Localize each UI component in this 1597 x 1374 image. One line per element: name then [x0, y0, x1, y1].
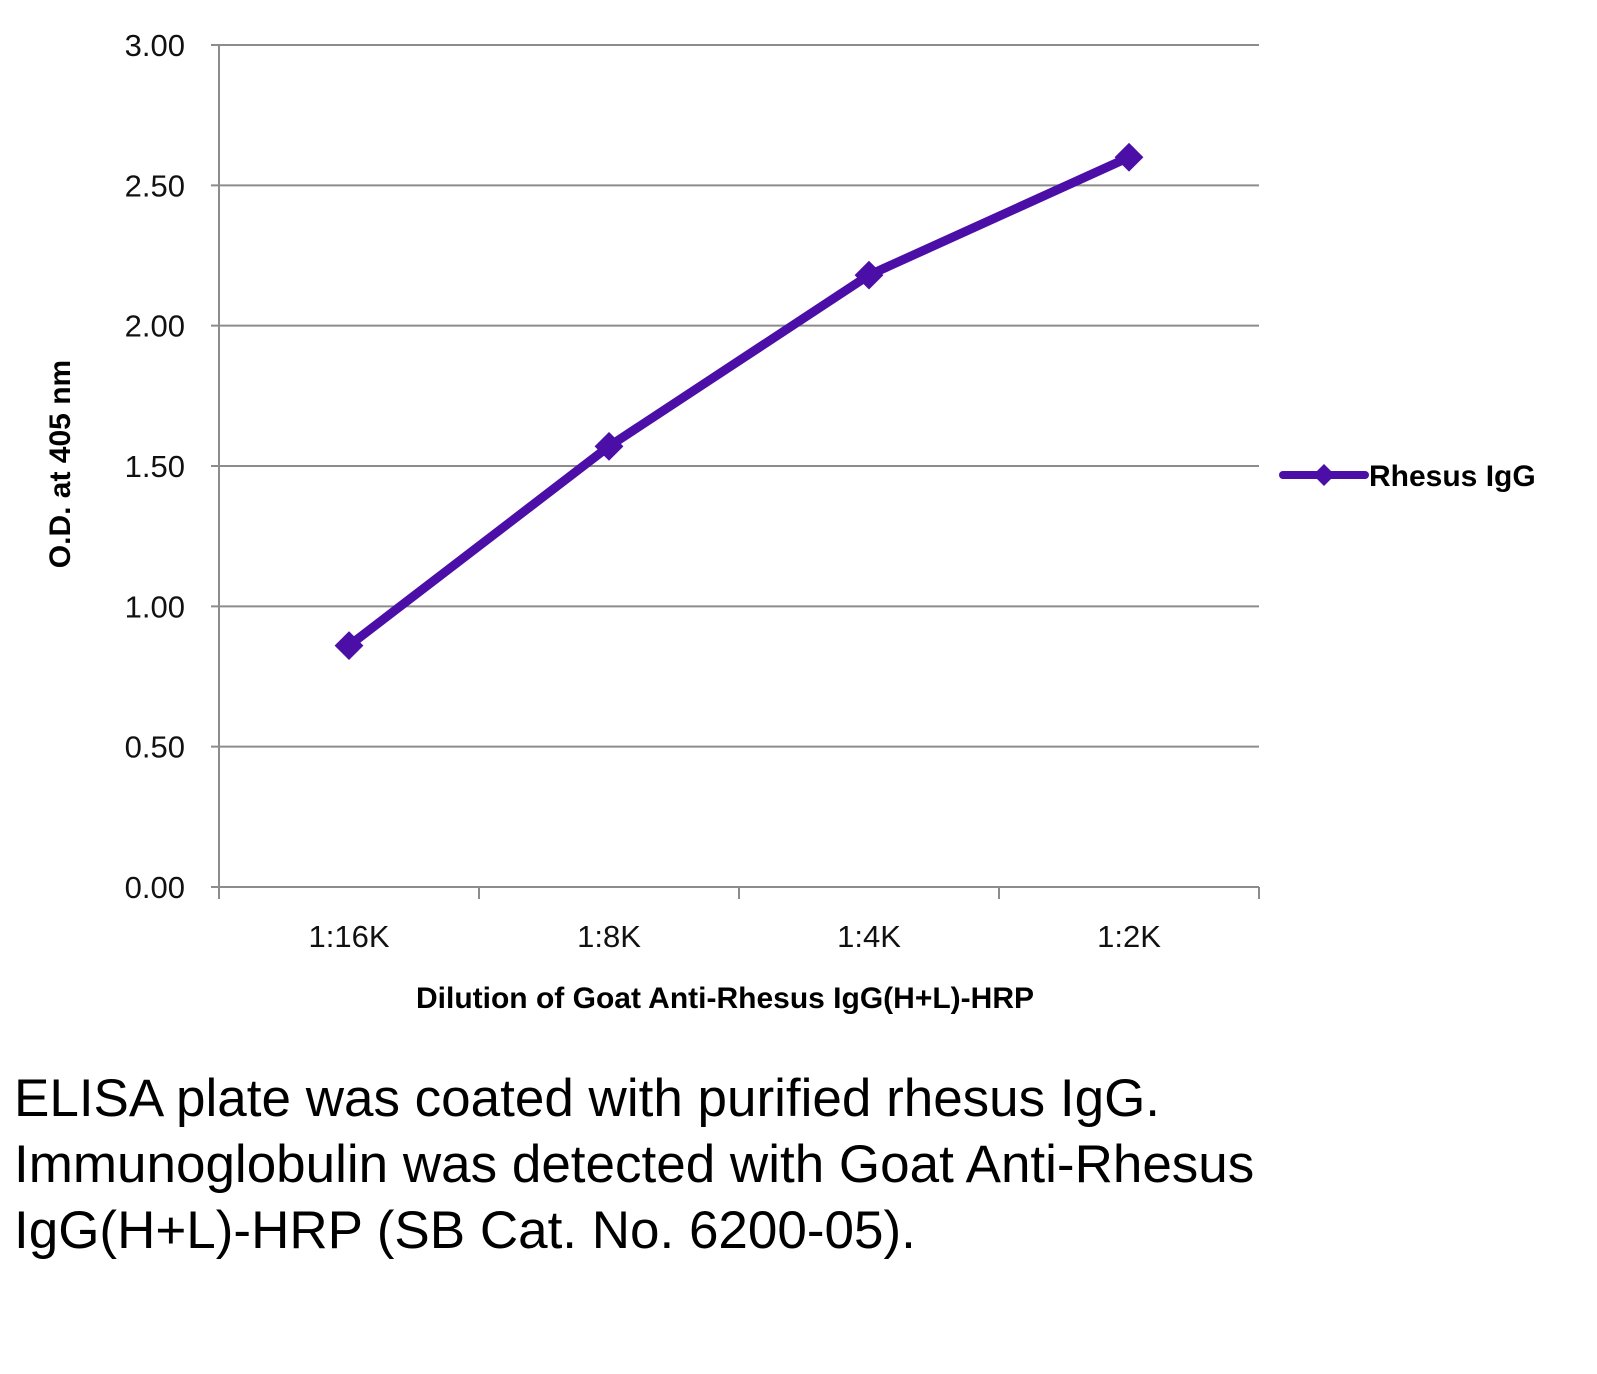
- chart: 0.000.501.001.502.002.503.00 1:16K 1:8K 1:…: [44, 28, 1536, 1015]
- x-tick-label: 1:16K: [308, 919, 389, 954]
- x-tick-label: 1:4K: [837, 919, 901, 954]
- data-point-marker: [334, 631, 364, 661]
- data-point-marker: [854, 260, 884, 290]
- legend-marker: [1313, 464, 1335, 486]
- data-point-marker: [1114, 142, 1144, 172]
- y-tick-label: 3.00: [125, 28, 185, 63]
- legend-label: Rhesus IgG: [1369, 460, 1536, 493]
- x-tick-label: 1:2K: [1097, 919, 1161, 954]
- x-tick-labels: 1:16K 1:8K 1:4K 1:2K: [308, 919, 1161, 954]
- figure-caption: ELISA plate was coated with purified rhe…: [14, 1069, 1255, 1260]
- y-axis-title: O.D. at 405 nm: [44, 360, 77, 568]
- y-tick-labels: 0.00 0.50 1.00 1.50 2.00 2.50 3.00: [125, 28, 185, 905]
- y-tick-label: 0.50: [125, 730, 185, 765]
- x-axis-title: Dilution of Goat Anti-Rhesus IgG(H+L)-HR…: [416, 982, 1034, 1015]
- x-tick-label: 1:8K: [577, 919, 641, 954]
- series-line: [344, 152, 1134, 651]
- y-tick-label: 2.00: [125, 309, 185, 344]
- legend: Rhesus IgG: [1279, 460, 1536, 493]
- axes: [211, 45, 1260, 899]
- gridlines: [211, 44, 1259, 748]
- data-point-marker: [594, 431, 624, 461]
- y-tick-label: 1.50: [125, 449, 185, 484]
- y-tick-label: 2.50: [125, 168, 185, 203]
- y-tick-label: 0.00: [125, 870, 185, 905]
- y-tick-label: 1.00: [125, 589, 185, 624]
- series-layer: [334, 142, 1144, 661]
